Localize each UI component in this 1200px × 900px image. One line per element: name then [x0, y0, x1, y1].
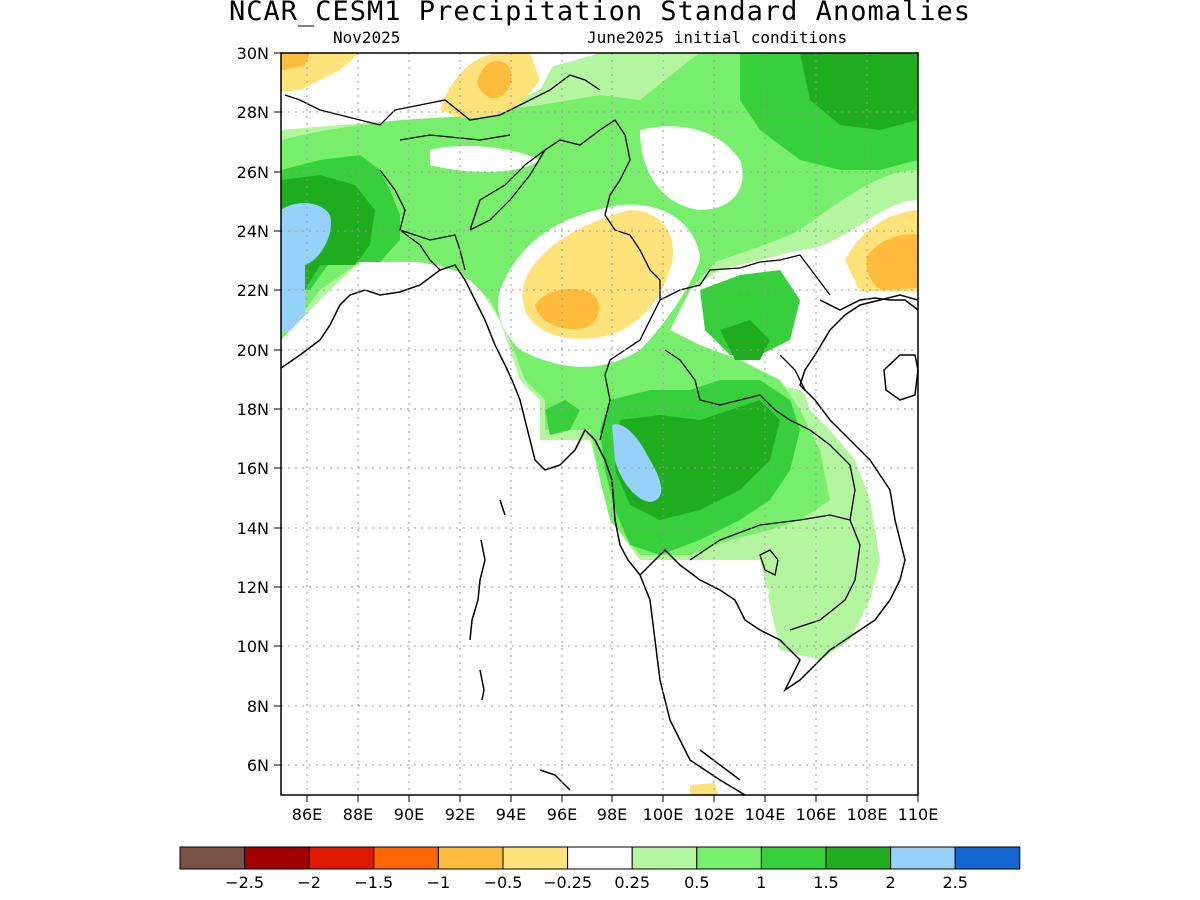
bangladesh-border — [379, 169, 466, 271]
malaysia-coast — [539, 749, 741, 791]
country-borders — [284, 74, 861, 631]
map-frame — [280, 52, 919, 796]
tonle-sap — [759, 549, 779, 576]
shade-neutral-north — [640, 126, 743, 210]
legend-swatch — [308, 846, 375, 870]
shade-neg0.5-nw — [281, 53, 310, 70]
lon-label: 100E — [643, 805, 684, 824]
legend-label: 1.5 — [813, 873, 838, 892]
axis-ticks — [274, 52, 919, 802]
lon-label: 88E — [343, 805, 373, 824]
legend-label: −0.5 — [484, 873, 523, 892]
lon-label: 94E — [496, 805, 526, 824]
grid-lines — [281, 53, 918, 795]
legend-label: −2 — [297, 873, 321, 892]
shade-2.0-west — [281, 203, 331, 332]
legend-label: −0.25 — [543, 873, 592, 892]
legend-label: −1.5 — [354, 873, 393, 892]
legend-swatch — [954, 846, 1021, 870]
lat-label: 16N — [237, 459, 269, 478]
lon-label: 110E — [898, 805, 939, 824]
lat-label: 6N — [247, 756, 269, 775]
lat-label: 28N — [237, 103, 269, 122]
legend-label: 2 — [886, 873, 896, 892]
legend-label: −2.5 — [225, 873, 264, 892]
legend-label: 0.5 — [684, 873, 709, 892]
hainan-outline — [883, 354, 918, 401]
shade-neg0.5-east — [866, 234, 918, 290]
cambodia-border — [689, 514, 861, 631]
myanmar-border — [469, 119, 661, 441]
legend-swatch — [631, 846, 698, 870]
legend-swatch — [825, 846, 892, 870]
anomaly-shading — [281, 53, 918, 795]
legend-label: 2.5 — [942, 873, 967, 892]
legend-label: −1 — [427, 873, 451, 892]
legend-swatches — [179, 846, 1021, 870]
shade-neutral-vietnam — [780, 290, 918, 795]
lat-label: 26N — [237, 163, 269, 182]
legend-label: 1 — [756, 873, 766, 892]
lon-label: 96E — [547, 805, 577, 824]
legend-swatch — [437, 846, 504, 870]
lon-label: 106E — [796, 805, 837, 824]
legend-labels: −2.5 −2 −1.5 −1 −0.5 −0.25 0.25 0.5 1 1.5 2 2.5 — [225, 873, 968, 892]
legend-swatch — [760, 846, 827, 870]
shade-neg0.5-central — [535, 288, 600, 330]
lon-label: 104E — [745, 805, 786, 824]
lat-label: 22N — [237, 281, 269, 300]
laos-thailand-border — [659, 254, 856, 521]
shade-neutral-south — [281, 262, 780, 795]
lon-label: 90E — [394, 805, 424, 824]
longitude-labels: 86E 88E 90E 92E 94E 96E 98E 100E 102E 10… — [292, 805, 939, 824]
vietnam-border — [779, 254, 831, 391]
lat-label: 18N — [237, 400, 269, 419]
lat-label: 30N — [237, 44, 269, 63]
lat-label: 24N — [237, 222, 269, 241]
legend-swatch — [179, 846, 246, 870]
legend-swatch — [696, 846, 762, 870]
northeast-india-border — [469, 149, 546, 231]
bay-islands-outline — [469, 499, 506, 701]
legend-label: 0.25 — [614, 873, 650, 892]
legend-swatch — [244, 846, 310, 870]
shade-neg0.5-north — [477, 60, 512, 99]
shade-1.5-ne — [800, 53, 918, 130]
legend-swatch — [502, 846, 569, 870]
legend-swatch — [890, 846, 956, 870]
shade-2.0-andaman — [612, 424, 662, 502]
latitude-labels: 6N 8N 10N 12N 14N 16N 18N 20N 22N 24N 26… — [237, 44, 269, 775]
lat-label: 10N — [237, 637, 269, 656]
himalaya-border — [379, 74, 601, 126]
legend-swatch — [373, 846, 439, 870]
lon-label: 98E — [597, 805, 627, 824]
initial-conditions-label: June2025 initial conditions — [587, 28, 848, 47]
lat-label: 20N — [237, 341, 269, 360]
china-coast — [819, 297, 918, 311]
lon-label: 102E — [694, 805, 735, 824]
shade-0.25-south — [770, 590, 810, 625]
lat-label: 14N — [237, 519, 269, 538]
shade-neg0.25-south — [690, 783, 718, 795]
lat-label: 12N — [237, 578, 269, 597]
shade-neutral-top — [430, 145, 540, 172]
lon-label: 86E — [292, 805, 322, 824]
lon-label: 92E — [445, 805, 475, 824]
lat-label: 8N — [247, 697, 269, 716]
thailand-gulf-coast — [639, 294, 918, 693]
legend-swatch — [567, 846, 633, 870]
forecast-month: Nov2025 — [333, 28, 401, 47]
map-title: NCAR_CESM1 Precipitation Standard Anomal… — [229, 0, 971, 27]
lon-label: 108E — [847, 805, 888, 824]
